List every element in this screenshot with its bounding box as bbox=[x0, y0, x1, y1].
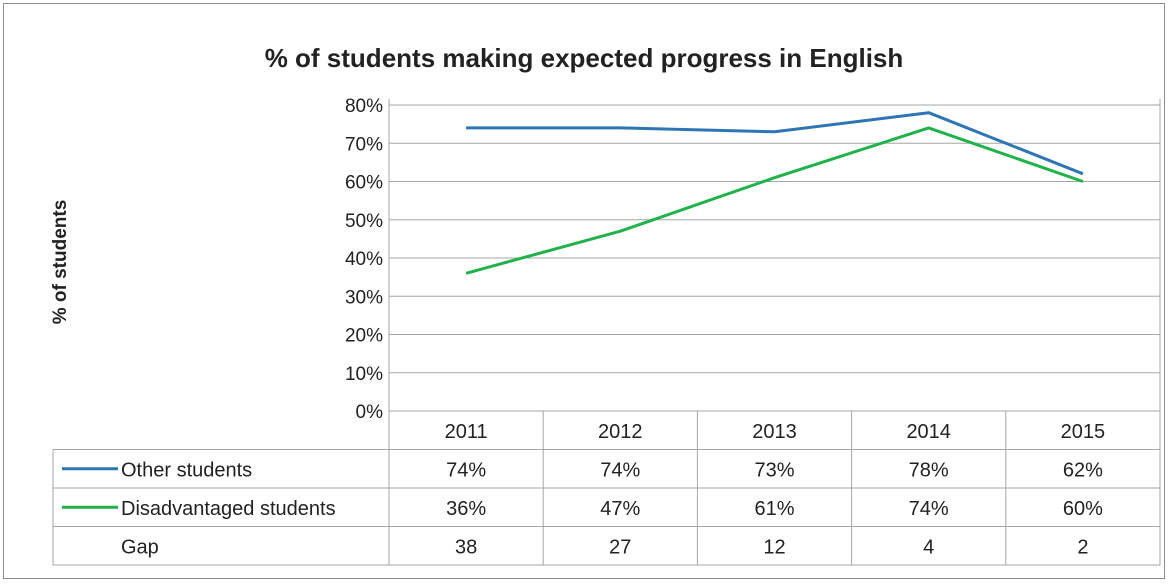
data-label: 74% bbox=[600, 460, 640, 482]
data-label: 78% bbox=[909, 460, 949, 482]
line-chart: % of students making expected progress i… bbox=[50, 43, 1161, 566]
y-tick-label: 0% bbox=[356, 402, 384, 423]
legend-label: Disadvantaged students bbox=[121, 498, 336, 520]
y-axis-ticks: 0% 10% 20% 30% 40% 50% 60% 70% 80% bbox=[345, 96, 383, 423]
y-tick-label: 60% bbox=[345, 173, 383, 194]
legend-label: Other students bbox=[121, 460, 252, 482]
y-tick-label: 70% bbox=[345, 134, 383, 155]
table-cell: 38 bbox=[455, 537, 477, 559]
table-row-label: Gap bbox=[121, 537, 159, 559]
series-line bbox=[466, 111, 1084, 176]
y-tick-label: 80% bbox=[345, 96, 383, 117]
data-label: 74% bbox=[909, 498, 949, 520]
gridlines bbox=[389, 104, 1160, 374]
chart-frame: % of students making expected progress i… bbox=[3, 3, 1165, 579]
data-label: 62% bbox=[1063, 460, 1103, 482]
data-label: 60% bbox=[1063, 498, 1103, 520]
x-category-label: 2011 bbox=[445, 421, 488, 443]
y-tick-label: 30% bbox=[345, 287, 383, 308]
data-label: 61% bbox=[754, 498, 794, 520]
series-line bbox=[465, 126, 1084, 275]
series-lines bbox=[465, 111, 1084, 275]
x-category-label: 2014 bbox=[906, 421, 951, 443]
y-tick-label: 20% bbox=[345, 326, 383, 347]
data-label: 73% bbox=[754, 460, 794, 482]
data-label: 36% bbox=[446, 498, 486, 520]
y-tick-label: 10% bbox=[345, 364, 383, 385]
table-cell: 12 bbox=[763, 537, 785, 559]
y-axis-label: % of students bbox=[50, 200, 71, 325]
y-tick-label: 40% bbox=[345, 249, 383, 270]
data-table: 2011 2012 2013 2014 2015 Other students 74% 74%… bbox=[52, 99, 1161, 566]
table-cell: 4 bbox=[923, 537, 934, 559]
x-category-label: 2012 bbox=[598, 421, 643, 443]
x-category-label: 2015 bbox=[1061, 421, 1106, 443]
data-label: 47% bbox=[600, 498, 640, 520]
data-label: 74% bbox=[446, 460, 486, 482]
table-cell: 2 bbox=[1077, 537, 1088, 559]
table-cell: 27 bbox=[609, 537, 631, 559]
chart-title: % of students making expected progress i… bbox=[265, 43, 904, 73]
x-category-label: 2013 bbox=[752, 421, 797, 443]
y-tick-label: 50% bbox=[345, 211, 383, 232]
